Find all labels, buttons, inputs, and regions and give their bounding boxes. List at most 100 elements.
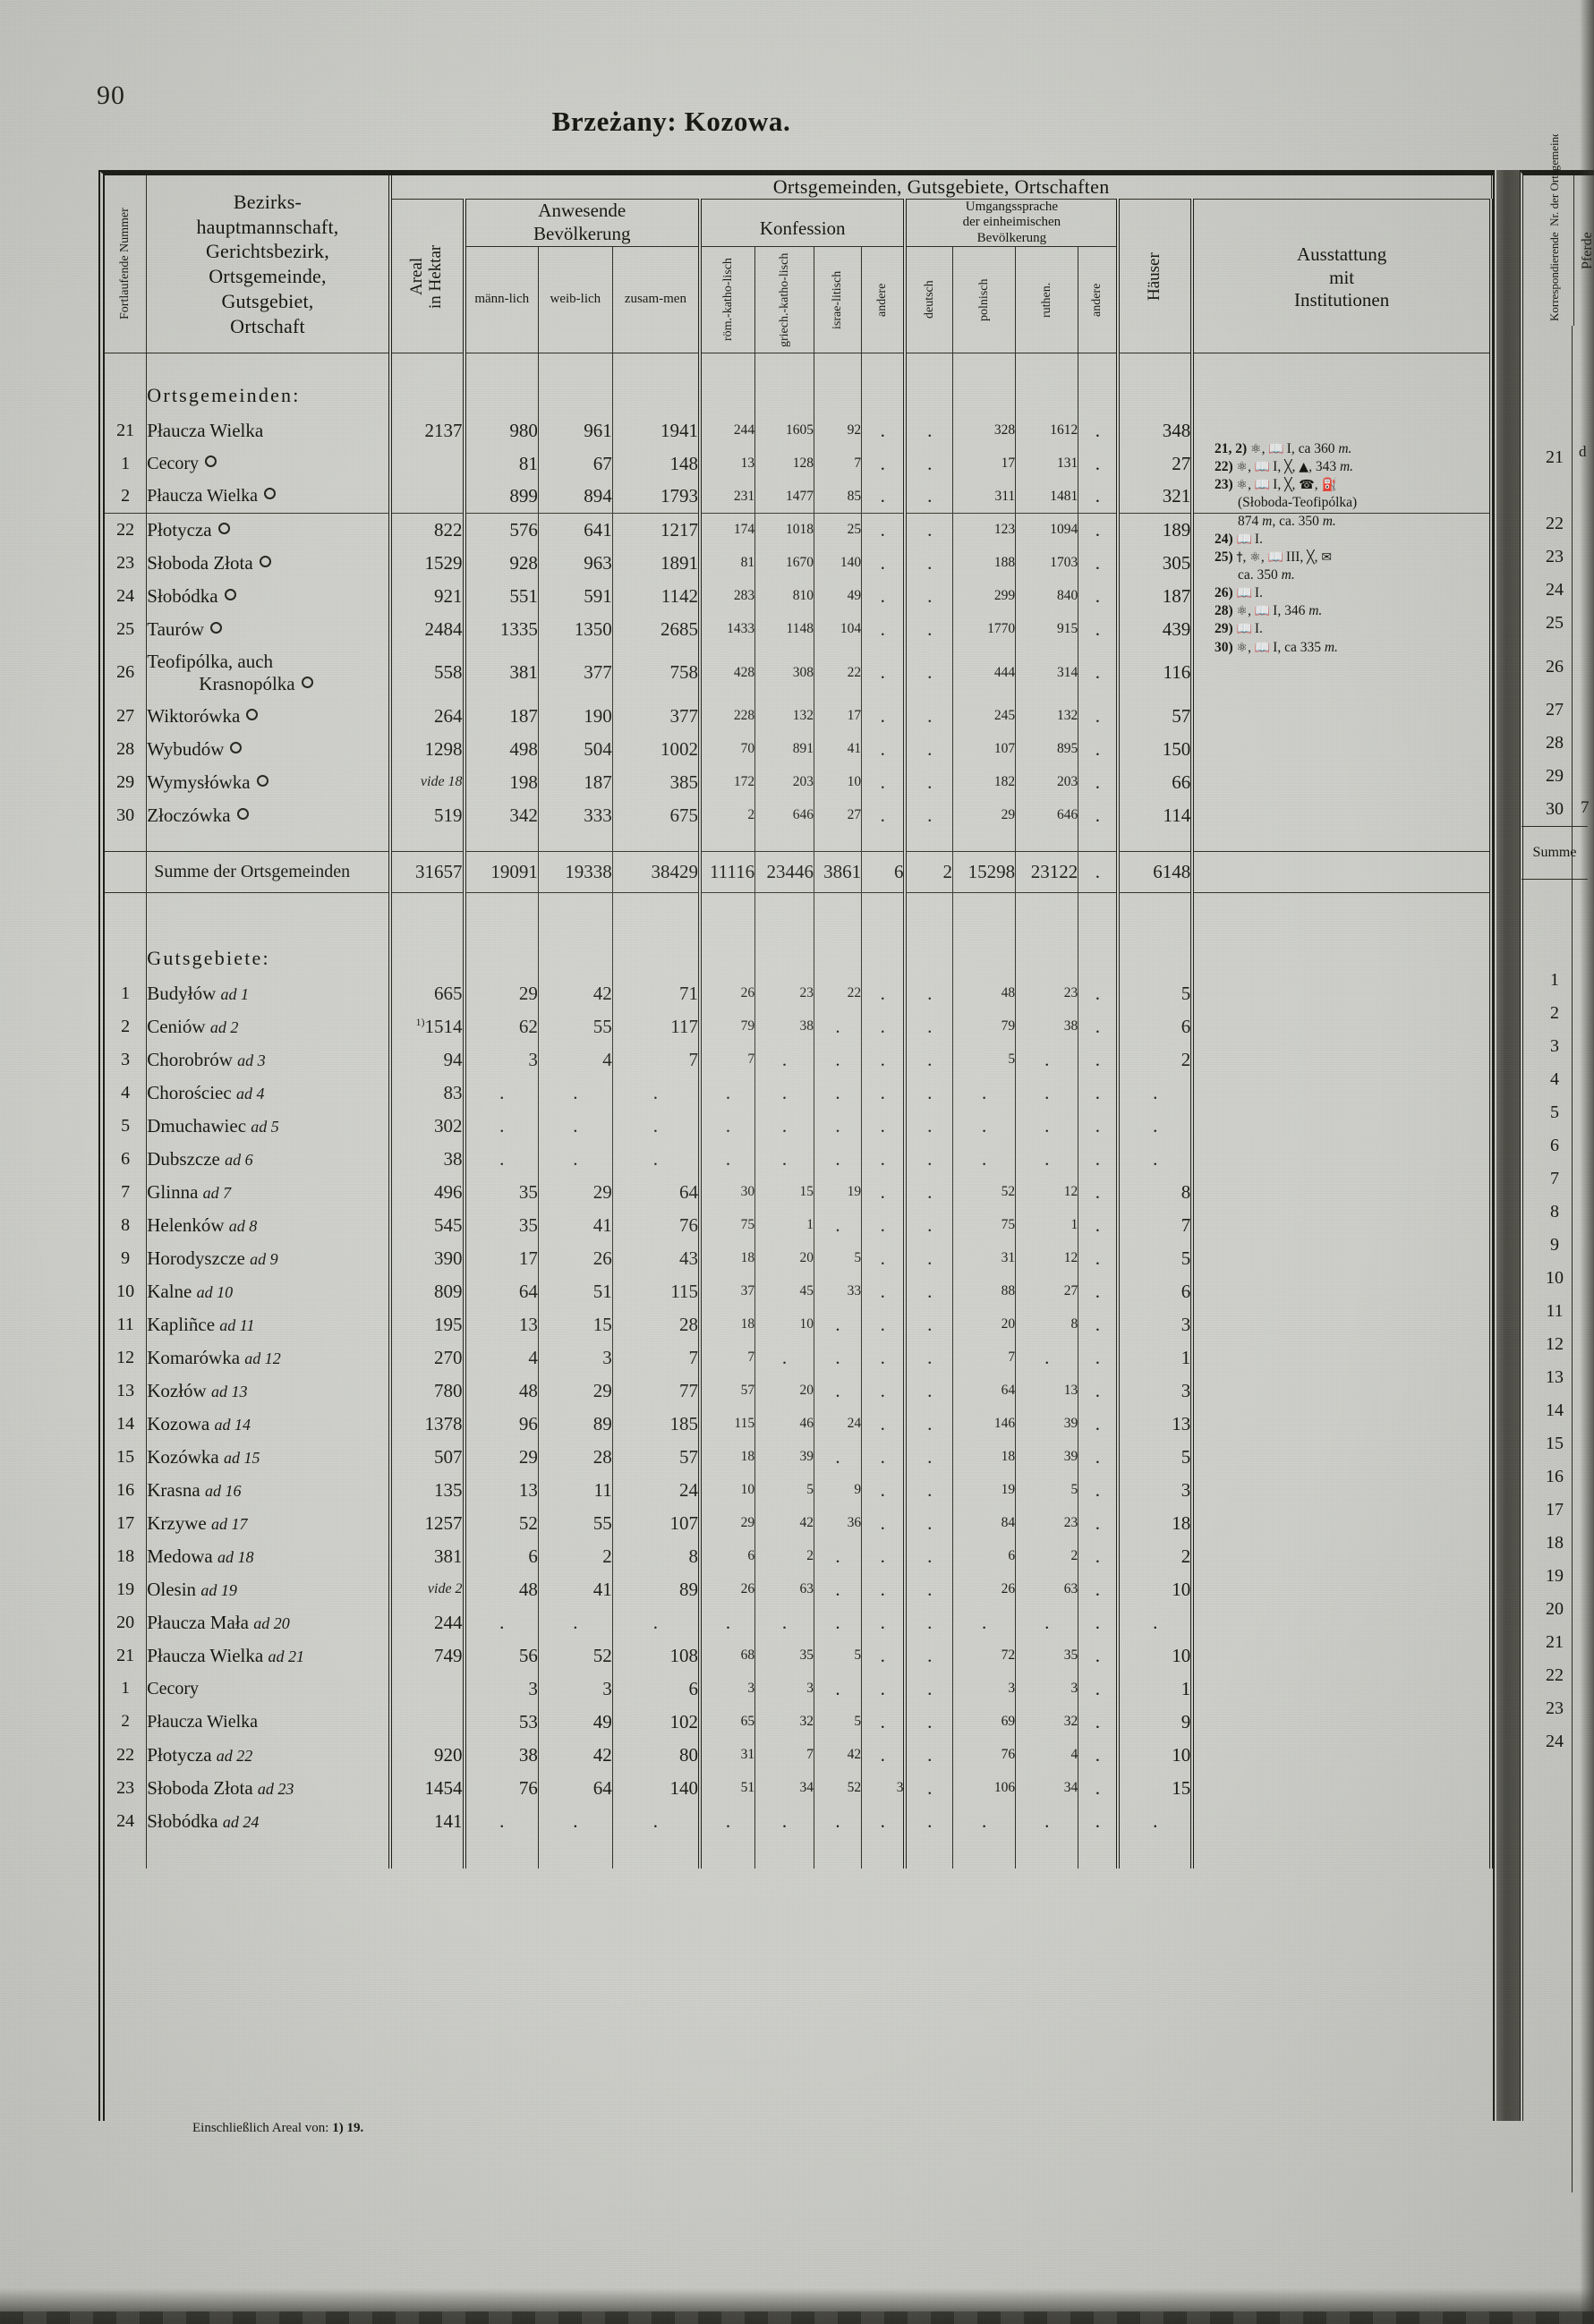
cell xyxy=(813,939,863,977)
spacer xyxy=(1078,353,1119,377)
cell-german: . xyxy=(903,447,954,481)
cell-area: 141 xyxy=(388,1804,465,1838)
cell-female: 961 xyxy=(537,413,613,447)
cell-ruthenian: 5 xyxy=(1015,1473,1079,1507)
cell-institutions xyxy=(1190,1009,1493,1043)
cell-institutions xyxy=(1190,612,1493,646)
cell-german: . xyxy=(903,612,954,646)
ad-reference: ad 22 xyxy=(216,1746,253,1765)
cell-houses: 15 xyxy=(1116,1771,1193,1805)
cell-other-confession: . xyxy=(861,1374,906,1408)
table-row: 28 Wybudów 1298 498 504 1002 70 891 41.. 107 895. 1… xyxy=(105,732,1493,766)
circle-icon xyxy=(246,708,259,720)
spacer xyxy=(754,831,814,852)
institution-note-line: (Słoboda-Teofipólka) xyxy=(1238,495,1358,511)
cell-israelite: 33 xyxy=(813,1274,863,1308)
cell-male: 13 xyxy=(462,1307,539,1341)
cell-other-language: . xyxy=(1078,447,1119,481)
cell-ruthenian: 1094 xyxy=(1015,513,1079,547)
spacer xyxy=(903,353,954,377)
table-row: 7 Glinna ad 7 496 35 29 64 30 15 19.. 52 12. 8 xyxy=(105,1175,1493,1209)
cell-institutions xyxy=(1190,513,1493,547)
cell-area: 1298 xyxy=(388,732,465,766)
cell-roman-catholic: 231 xyxy=(698,480,756,515)
cell-german: . xyxy=(903,1605,954,1639)
row-index: 4 xyxy=(105,1076,148,1110)
book-icon: 📖 xyxy=(1254,604,1270,619)
cell-other-language: . xyxy=(1078,1374,1119,1408)
place-name: Cecory xyxy=(146,447,392,481)
cell-houses: 2 xyxy=(1116,1043,1193,1077)
cell-roman-catholic: 11116 xyxy=(698,851,756,894)
spacer xyxy=(1078,892,1119,940)
cell-other-language: . xyxy=(1078,1738,1119,1772)
spacer xyxy=(861,892,906,940)
cell-roman-catholic: 1433 xyxy=(698,612,756,646)
cell-male: 198 xyxy=(462,765,539,799)
cell-houses: 3 xyxy=(1116,1374,1193,1408)
cell-houses: 439 xyxy=(1116,612,1193,646)
cell-institutions xyxy=(1190,1738,1493,1772)
header-polish: polnisch xyxy=(952,246,1017,354)
adjacent-row-number: 14 xyxy=(1546,1400,1564,1420)
cell-institutions xyxy=(1190,1672,1493,1706)
adjacent-row-number: 26 xyxy=(1546,656,1564,677)
cell-other-confession: . xyxy=(861,1307,906,1341)
cell-female: 41 xyxy=(537,1208,613,1242)
cell-male: 6 xyxy=(462,1539,539,1573)
cell-german: . xyxy=(903,1274,954,1308)
cell-area: 381 xyxy=(388,1539,465,1573)
cell-roman-catholic: 174 xyxy=(698,513,756,547)
cell-male: 56 xyxy=(462,1639,539,1673)
cell-ruthenian: 1 xyxy=(1015,1208,1079,1242)
spacer xyxy=(537,353,613,377)
cell-polish: 5 xyxy=(952,1043,1017,1077)
cell-female: 67 xyxy=(537,447,613,481)
cell-houses: 321 xyxy=(1116,480,1193,515)
spacer xyxy=(611,1837,701,1869)
spacer xyxy=(146,1837,392,1869)
cell-greek-catholic: . xyxy=(754,1341,814,1375)
gendarmerie-icon: ╳ xyxy=(1284,478,1292,493)
cell-ruthenian: . xyxy=(1015,1076,1079,1110)
right-scan-edge xyxy=(1580,0,1594,2324)
header-greek-catholic: griech.-katho-lisch xyxy=(754,246,814,354)
row-index: 30 xyxy=(105,798,148,832)
cell-german: . xyxy=(903,1009,954,1043)
cell-israelite: 41 xyxy=(813,732,863,766)
cell-houses: 187 xyxy=(1116,579,1193,613)
institution-note-line: 25) †, ⚛, 📖 III, ╳, ✉ xyxy=(1215,549,1333,565)
place-name: Chorobrów ad 3 xyxy=(146,1043,392,1077)
cell-other-confession: . xyxy=(861,1109,906,1143)
table-row: 2 Płaucza Wielka 899 894 1793 231 1477 85.. 311 1… xyxy=(105,480,1493,515)
cell-institutions xyxy=(1190,1274,1493,1308)
cell-institutions xyxy=(1190,699,1493,733)
statistics-table: Fortlaufende Nummer Bezirks- hauptmannsc… xyxy=(105,175,1493,1869)
spacer xyxy=(813,892,863,940)
cell-other-language: . xyxy=(1078,851,1119,894)
institution-notes: 21, 2) ⚛, 📖 I, ca 360 m. 22) ⚛, 📖 I, ╳, ▲… xyxy=(1215,440,1481,657)
place-name: Horodyszcze ad 9 xyxy=(146,1241,392,1275)
cell-roman-catholic: . xyxy=(698,1804,756,1838)
circle-icon xyxy=(256,774,269,787)
cell-ruthenian: 203 xyxy=(1015,765,1079,799)
postal-icon: ✉ xyxy=(1321,549,1333,565)
cell-ruthenian: 2 xyxy=(1015,1539,1079,1573)
row-index xyxy=(105,851,148,894)
gendarmerie-icon: ╳ xyxy=(1307,549,1315,565)
cell-polish: 106 xyxy=(952,1771,1017,1805)
adjacent-row-number: 23 xyxy=(1546,547,1564,566)
place-name: Słobódka xyxy=(146,579,392,613)
cell-other-confession: . xyxy=(861,612,906,646)
cell-roman-catholic: 18 xyxy=(698,1440,756,1474)
cell-total: . xyxy=(611,1109,701,1143)
cell-houses: 57 xyxy=(1116,699,1193,733)
cell-institutions xyxy=(1190,1473,1493,1507)
cell-german: . xyxy=(903,1539,954,1573)
cell-greek-catholic: 23 xyxy=(754,976,814,1010)
cell-total: 1793 xyxy=(611,480,701,515)
cell-israelite: . xyxy=(813,1109,863,1143)
place-name: Ceniów ad 2 xyxy=(146,1009,392,1043)
row-index: 21 xyxy=(105,413,148,447)
cell-total: 1142 xyxy=(611,579,701,613)
